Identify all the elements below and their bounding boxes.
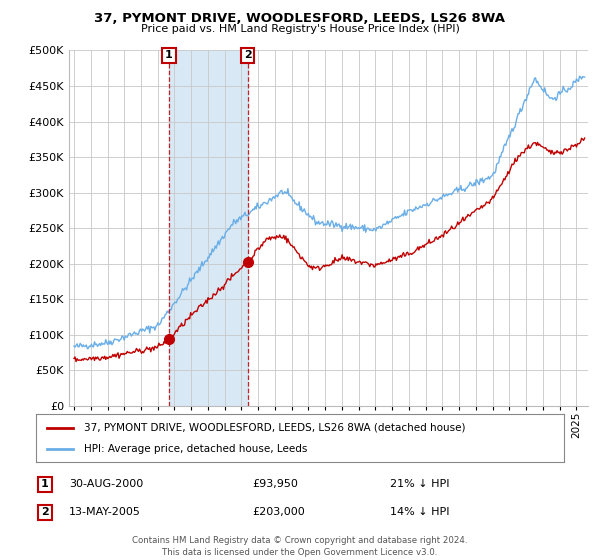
Text: 2: 2 [41, 507, 49, 517]
Text: 2: 2 [244, 50, 251, 60]
Text: £203,000: £203,000 [252, 507, 305, 517]
Text: 13-MAY-2005: 13-MAY-2005 [69, 507, 141, 517]
Text: 37, PYMONT DRIVE, WOODLESFORD, LEEDS, LS26 8WA (detached house): 37, PYMONT DRIVE, WOODLESFORD, LEEDS, LS… [83, 423, 465, 433]
Text: 30-AUG-2000: 30-AUG-2000 [69, 479, 143, 489]
Text: £93,950: £93,950 [252, 479, 298, 489]
Text: 1: 1 [165, 50, 173, 60]
Text: 1: 1 [41, 479, 49, 489]
Text: 21% ↓ HPI: 21% ↓ HPI [390, 479, 449, 489]
Bar [169, 50, 248, 406]
Text: Price paid vs. HM Land Registry's House Price Index (HPI): Price paid vs. HM Land Registry's House … [140, 24, 460, 34]
Text: HPI: Average price, detached house, Leeds: HPI: Average price, detached house, Leed… [83, 444, 307, 454]
Text: Contains HM Land Registry data © Crown copyright and database right 2024.
This d: Contains HM Land Registry data © Crown c… [132, 536, 468, 557]
Text: 37, PYMONT DRIVE, WOODLESFORD, LEEDS, LS26 8WA: 37, PYMONT DRIVE, WOODLESFORD, LEEDS, LS… [95, 12, 505, 25]
Text: 14% ↓ HPI: 14% ↓ HPI [390, 507, 449, 517]
